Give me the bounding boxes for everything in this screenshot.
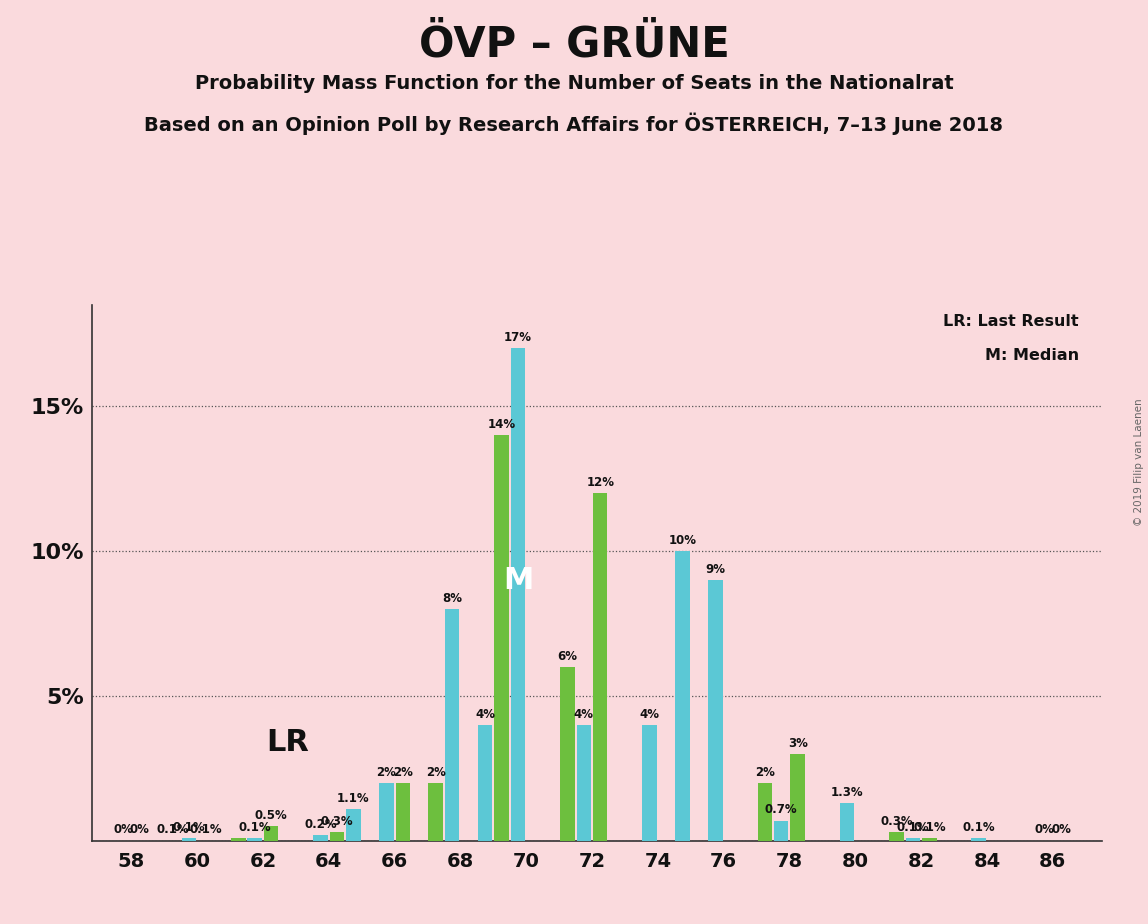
- Text: Probability Mass Function for the Number of Seats in the Nationalrat: Probability Mass Function for the Number…: [195, 74, 953, 93]
- Text: 0.3%: 0.3%: [881, 815, 913, 828]
- Bar: [478, 725, 492, 841]
- Bar: [594, 493, 607, 841]
- Bar: [906, 838, 920, 841]
- Text: 17%: 17%: [504, 331, 532, 344]
- Text: 0.1%: 0.1%: [239, 821, 271, 833]
- Bar: [313, 835, 328, 841]
- Text: 0.1%: 0.1%: [172, 821, 205, 833]
- Bar: [840, 803, 854, 841]
- Text: 9%: 9%: [705, 563, 726, 576]
- Bar: [379, 783, 394, 841]
- Text: 0%: 0%: [1052, 823, 1071, 836]
- Bar: [922, 838, 937, 841]
- Text: 1.3%: 1.3%: [831, 785, 863, 799]
- Text: 0.1%: 0.1%: [897, 821, 929, 833]
- Bar: [445, 609, 459, 841]
- Text: 0.1%: 0.1%: [913, 821, 946, 833]
- Text: 14%: 14%: [488, 418, 515, 431]
- Text: © 2019 Filip van Laenen: © 2019 Filip van Laenen: [1134, 398, 1143, 526]
- Text: 2%: 2%: [426, 766, 445, 779]
- Text: LR: Last Result: LR: Last Result: [944, 313, 1079, 329]
- Text: Based on an Opinion Poll by Research Affairs for ÖSTERREICH, 7–13 June 2018: Based on an Opinion Poll by Research Aff…: [145, 113, 1003, 135]
- Text: M: Median: M: Median: [985, 348, 1079, 363]
- Text: 2%: 2%: [393, 766, 413, 779]
- Text: 10%: 10%: [668, 534, 697, 547]
- Text: 2%: 2%: [377, 766, 396, 779]
- Bar: [511, 348, 526, 841]
- Bar: [791, 754, 805, 841]
- Bar: [396, 783, 410, 841]
- Bar: [231, 838, 246, 841]
- Bar: [708, 580, 722, 841]
- Text: 2%: 2%: [755, 766, 775, 779]
- Text: 0%: 0%: [1034, 823, 1054, 836]
- Text: 0.1%: 0.1%: [189, 823, 222, 836]
- Text: 4%: 4%: [574, 708, 594, 721]
- Bar: [248, 838, 262, 841]
- Text: 0.5%: 0.5%: [255, 809, 287, 822]
- Text: 0.3%: 0.3%: [320, 815, 354, 828]
- Bar: [675, 551, 690, 841]
- Text: M: M: [503, 565, 533, 595]
- Text: 4%: 4%: [639, 708, 660, 721]
- Text: LR: LR: [266, 728, 309, 757]
- Text: 0.1%: 0.1%: [962, 821, 995, 833]
- Text: 0.1%: 0.1%: [156, 823, 188, 836]
- Bar: [495, 435, 509, 841]
- Text: 0%: 0%: [130, 823, 149, 836]
- Bar: [890, 833, 903, 841]
- Text: 1.1%: 1.1%: [338, 792, 370, 805]
- Text: 3%: 3%: [788, 736, 808, 749]
- Bar: [428, 783, 443, 841]
- Text: 12%: 12%: [587, 476, 614, 489]
- Bar: [576, 725, 591, 841]
- Text: 4%: 4%: [475, 708, 495, 721]
- Text: 0.7%: 0.7%: [765, 803, 798, 816]
- Text: 6%: 6%: [557, 650, 577, 663]
- Text: 8%: 8%: [442, 591, 463, 604]
- Bar: [347, 809, 360, 841]
- Bar: [560, 667, 575, 841]
- Bar: [758, 783, 771, 841]
- Text: ÖVP – GRÜNE: ÖVP – GRÜNE: [419, 23, 729, 65]
- Text: 0.2%: 0.2%: [304, 818, 336, 831]
- Text: 0%: 0%: [114, 823, 133, 836]
- Bar: [971, 838, 986, 841]
- Bar: [643, 725, 657, 841]
- Bar: [329, 833, 344, 841]
- Bar: [264, 826, 279, 841]
- Bar: [774, 821, 789, 841]
- Bar: [181, 838, 196, 841]
